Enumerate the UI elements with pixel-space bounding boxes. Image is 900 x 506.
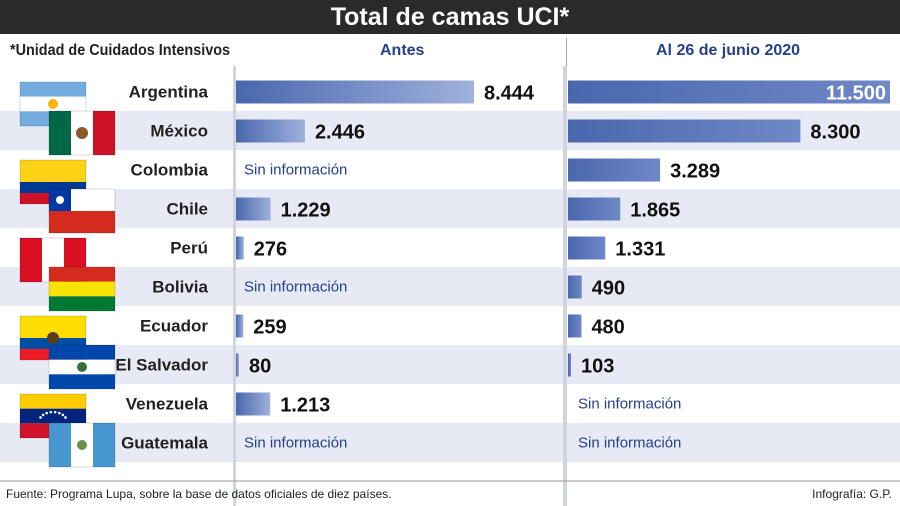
el-salvador-flag-icon: [48, 344, 116, 390]
footnote-definition: *Unidad de Cuidados Intensivos: [10, 42, 231, 59]
bar-junio-bolivia: [568, 275, 582, 299]
row-stripe: [0, 189, 900, 228]
no-info-label-antes-colombia: Sin información: [244, 162, 347, 179]
bar-junio-ecuador: [568, 314, 582, 338]
header-divider: [566, 38, 567, 66]
value-label-antes-peru: 276: [254, 239, 287, 261]
value-label-junio-colombia: 3.289: [670, 161, 720, 183]
country-label-chile: Chile: [166, 200, 208, 219]
value-label-antes-chile: 1.229: [281, 200, 331, 222]
value-label-junio-el-salvador: 103: [581, 356, 614, 378]
bar-junio-colombia: [568, 158, 661, 182]
bar-junio-argentina: [568, 80, 890, 104]
bar-antes-peru: [236, 236, 244, 260]
value-label-antes-el-salvador: 80: [249, 356, 271, 378]
mexico-flag-icon: [48, 110, 116, 156]
column-separator-right: [563, 66, 567, 506]
no-info-label-antes-bolivia: Sin información: [244, 279, 347, 296]
value-label-junio-mexico: 8.300: [810, 122, 860, 144]
bar-antes-mexico: [236, 119, 305, 143]
value-label-junio-bolivia: 490: [592, 278, 625, 300]
value-label-junio-peru: 1.331: [615, 239, 665, 261]
country-label-guatemala: Guatemala: [121, 434, 208, 453]
value-label-junio-ecuador: 480: [591, 317, 624, 339]
country-label-argentina: Argentina: [129, 83, 209, 102]
country-label-bolivia: Bolivia: [152, 278, 208, 297]
value-label-junio-argentina: 11.500: [826, 83, 886, 105]
bar-junio-mexico: [568, 119, 801, 143]
row-stripe: [0, 423, 900, 462]
bolivia-flag-icon: [48, 266, 116, 312]
value-label-antes-mexico: 2.446: [315, 122, 365, 144]
row-stripe: [0, 267, 900, 306]
bar-junio-peru: [568, 236, 606, 260]
no-info-label-junio-venezuela: Sin información: [578, 396, 681, 413]
country-label-peru: Perú: [170, 239, 208, 258]
row-stripe: [0, 345, 900, 384]
country-label-venezuela: Venezuela: [126, 395, 209, 414]
guatemala-flag-icon: [48, 422, 116, 468]
value-label-junio-chile: 1.865: [630, 200, 680, 222]
no-info-label-antes-guatemala: Sin información: [244, 435, 347, 452]
chile-flag-icon: [48, 188, 116, 234]
value-label-antes-argentina: 8.444: [484, 83, 535, 105]
country-label-el-salvador: El Salvador: [115, 356, 208, 375]
bar-antes-ecuador: [236, 314, 244, 338]
credit-note: Infografía: G.P.: [812, 487, 892, 501]
country-label-mexico: México: [150, 122, 208, 141]
source-note: Fuente: Programa Lupa, sobre la base de …: [6, 487, 392, 501]
bar-junio-el-salvador: [568, 353, 571, 377]
chart-title: Total de camas UCI*: [0, 0, 900, 34]
column-header-before: Antes: [380, 42, 425, 59]
country-label-ecuador: Ecuador: [140, 317, 208, 336]
bar-antes-argentina: [236, 80, 474, 104]
bar-junio-chile: [568, 197, 621, 221]
column-header-after: Al 26 de junio 2020: [656, 42, 801, 59]
country-label-colombia: Colombia: [131, 161, 209, 180]
no-info-label-junio-guatemala: Sin información: [578, 435, 681, 452]
value-label-antes-ecuador: 259: [253, 317, 286, 339]
bar-antes-chile: [236, 197, 271, 221]
bar-antes-el-salvador: [236, 353, 239, 377]
bar-antes-venezuela: [236, 392, 271, 416]
column-separator-left: [233, 66, 236, 506]
value-label-antes-venezuela: 1.213: [280, 395, 330, 417]
